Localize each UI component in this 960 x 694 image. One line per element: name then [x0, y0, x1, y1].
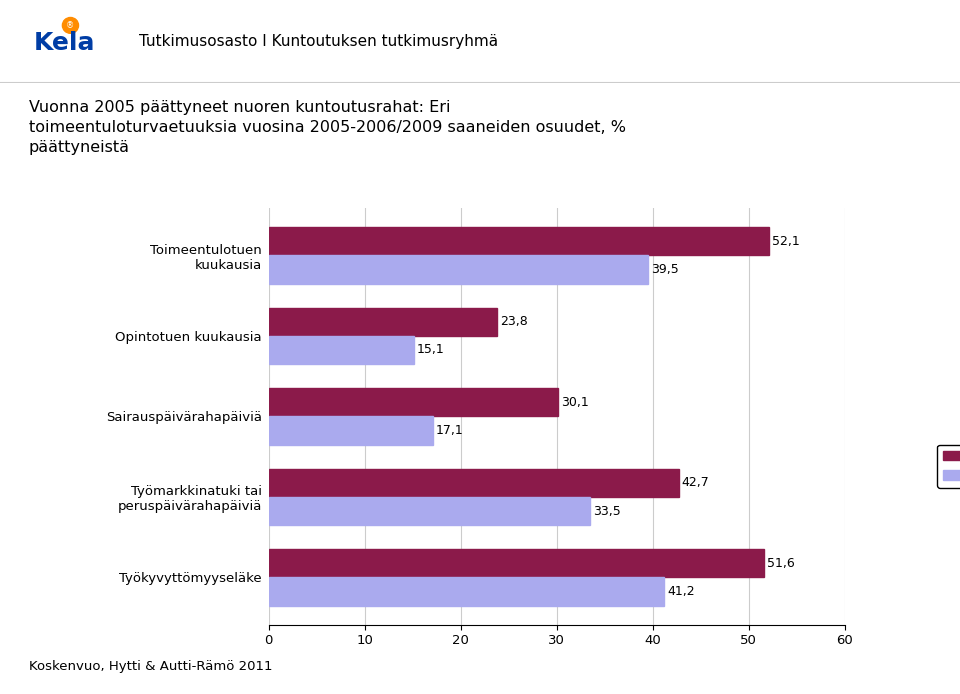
Bar	[269, 549, 764, 577]
Bar	[269, 336, 414, 364]
Bar	[269, 497, 590, 525]
Text: Kela: Kela	[35, 31, 96, 56]
Circle shape	[62, 17, 79, 33]
Text: 51,6: 51,6	[767, 557, 795, 570]
Text: 33,5: 33,5	[593, 505, 621, 518]
Text: Tutkimusosasto I Kuntoutuksen tutkimusryhmä: Tutkimusosasto I Kuntoutuksen tutkimusry…	[139, 34, 498, 49]
Text: Vuonna 2005 päättyneet nuoren kuntoutusrahat: Eri
toimeentuloturvaetuuksia vuosi: Vuonna 2005 päättyneet nuoren kuntoutusr…	[29, 100, 626, 155]
Text: 23,8: 23,8	[500, 315, 528, 328]
Text: 39,5: 39,5	[651, 263, 679, 276]
Bar	[269, 255, 648, 284]
Text: 30,1: 30,1	[561, 396, 588, 409]
Legend: 2005-2009, 2005-2006: 2005-2009, 2005-2006	[938, 445, 960, 488]
Bar	[269, 468, 679, 497]
Bar	[269, 307, 497, 336]
Text: Koskenvuo, Hytti & Autti-Rämö 2011: Koskenvuo, Hytti & Autti-Rämö 2011	[29, 660, 273, 672]
Bar	[269, 227, 769, 255]
Text: 17,1: 17,1	[436, 424, 464, 437]
Bar	[269, 577, 664, 606]
Text: 41,2: 41,2	[667, 585, 695, 598]
Text: 42,7: 42,7	[682, 476, 709, 489]
Bar	[269, 416, 433, 445]
Text: 15,1: 15,1	[417, 344, 444, 357]
Bar	[269, 388, 558, 416]
Text: ®: ®	[66, 21, 75, 30]
Text: 52,1: 52,1	[772, 235, 800, 248]
